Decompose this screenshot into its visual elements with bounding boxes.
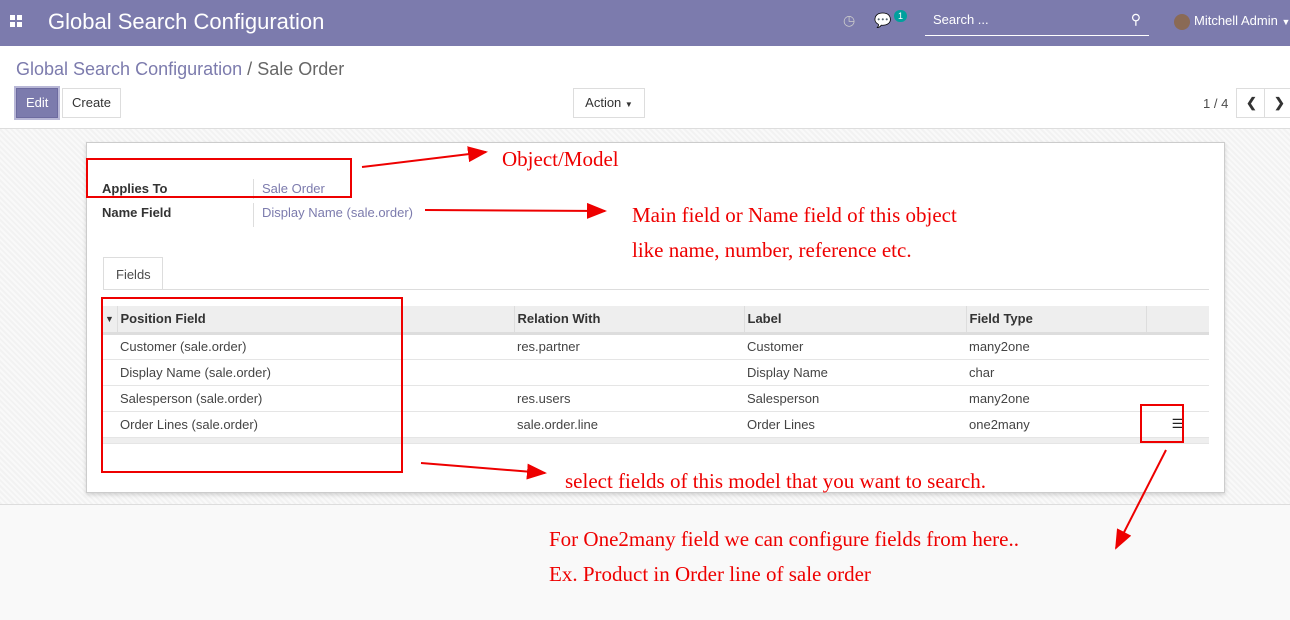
table-cell <box>514 359 744 386</box>
search-placeholder: Search ... <box>933 12 989 27</box>
name-field-value[interactable]: Display Name (sale.order) <box>253 203 413 227</box>
name-field-label: Name Field <box>102 205 172 220</box>
annotation-text: Ex. Product in Order line of sale order <box>549 562 871 586</box>
highlight-box <box>86 158 352 198</box>
row-action-cell <box>1146 385 1209 412</box>
table-cell: Display Name (sale.order) <box>117 359 514 386</box>
table-cell: many2one <box>966 385 1146 412</box>
table-cell: Order Lines <box>744 411 966 438</box>
messages-chat-icon[interactable]: 💬 <box>874 12 892 28</box>
table-cell: Salesperson (sale.order) <box>117 385 514 412</box>
applies-to-value[interactable]: Sale Order <box>253 179 325 199</box>
breadcrumb: Global Search Configuration / Sale Order <box>16 59 344 80</box>
tab-fields[interactable]: Fields <box>103 257 163 290</box>
app-title: Global Search Configuration <box>48 9 325 34</box>
tab-divider <box>103 289 1209 290</box>
arrow <box>424 202 607 219</box>
caret-down-icon: ▼ <box>624 100 633 109</box>
table-cell: res.partner <box>514 333 744 360</box>
navbar: Global Search Configuration ◷ 💬 1 Search… <box>0 0 1290 46</box>
row-spacer <box>103 333 117 360</box>
table-row[interactable]: Salesperson (sale.order) res.users Salespe… <box>103 385 1209 412</box>
messages-count-badge: 1 <box>894 10 908 22</box>
highlight-box <box>1140 404 1184 443</box>
breadcrumb-parent-link[interactable]: Global Search Configuration <box>16 59 243 79</box>
configure-subfields-list-icon[interactable]: ☰ <box>1146 411 1209 438</box>
table-footer <box>103 437 1209 444</box>
column-header[interactable]: Relation With <box>513 306 744 335</box>
search-input[interactable]: Search ... ⚲ <box>925 8 1149 36</box>
table-cell: char <box>966 359 1146 386</box>
column-header-actions <box>1145 306 1209 335</box>
caret-down-icon: ▼ <box>1281 17 1290 27</box>
sort-caret-icon[interactable]: ▼ <box>103 306 117 335</box>
annotation-text: Object/Model <box>502 147 619 171</box>
table-header: ▼ Position Field Relation With Label Fie… <box>103 306 1209 335</box>
table-cell: many2one <box>966 333 1146 360</box>
activity-clock-icon[interactable]: ◷ <box>843 12 856 28</box>
row-spacer <box>103 359 117 386</box>
column-header[interactable]: Label <box>743 306 966 335</box>
row-spacer <box>103 411 117 438</box>
annotation-text: like name, number, reference etc. <box>632 238 912 262</box>
table-row[interactable]: Order Lines (sale.order) sale.order.line O… <box>103 411 1209 438</box>
avatar <box>1174 13 1190 30</box>
breadcrumb-separator: / <box>247 59 253 79</box>
table-cell: one2many <box>966 411 1146 438</box>
arrow <box>1115 449 1167 550</box>
apps-menu-icon[interactable] <box>10 15 23 28</box>
search-icon[interactable]: ⚲ <box>1130 11 1141 27</box>
row-spacer <box>103 385 117 412</box>
table-cell: Customer (sale.order) <box>117 333 514 360</box>
applies-to-label: Applies To <box>102 181 168 196</box>
pager-value: 1 / 4 <box>1203 96 1229 111</box>
breadcrumb-current: Sale Order <box>257 59 345 79</box>
create-button[interactable]: Create <box>62 88 121 118</box>
control-panel: Global Search Configuration / Sale Order… <box>0 46 1290 129</box>
arrow <box>420 462 547 480</box>
edit-button[interactable]: Edit <box>16 88 58 118</box>
table-cell: Salesperson <box>744 385 966 412</box>
user-menu[interactable]: Mitchell Admin ▼ <box>1174 13 1290 30</box>
form-sheet: Applies To Sale Order Name Field Display… <box>86 142 1225 493</box>
annotation-text: Main field or Name field of this object <box>632 203 957 227</box>
column-header[interactable]: Position Field <box>116 306 514 335</box>
pager-next-button[interactable]: ❯ <box>1264 88 1290 118</box>
annotation-text: For One2many field we can configure fiel… <box>549 527 1019 551</box>
action-label: Action <box>585 95 622 110</box>
row-action-cell <box>1146 333 1209 360</box>
user-name: Mitchell Admin <box>1194 13 1278 28</box>
fields-table: ▼ Position Field Relation With Label Fie… <box>103 306 1209 444</box>
table-cell: Display Name <box>744 359 966 386</box>
highlight-box <box>101 297 403 473</box>
column-header[interactable]: Field Type <box>965 306 1146 335</box>
table-cell: Customer <box>744 333 966 360</box>
table-cell: sale.order.line <box>514 411 744 438</box>
pager-previous-button[interactable]: ❮ <box>1236 88 1265 118</box>
table-cell: Order Lines (sale.order) <box>117 411 514 438</box>
arrow <box>361 146 488 168</box>
table-row[interactable]: Customer (sale.order) res.partner Customer… <box>103 333 1209 360</box>
row-action-cell <box>1146 359 1209 386</box>
table-row[interactable]: Display Name (sale.order) Display Name cha… <box>103 359 1209 386</box>
annotation-text: select fields of this model that you wan… <box>565 469 987 493</box>
table-cell: res.users <box>514 385 744 412</box>
action-dropdown[interactable]: Action ▼ <box>573 88 645 118</box>
